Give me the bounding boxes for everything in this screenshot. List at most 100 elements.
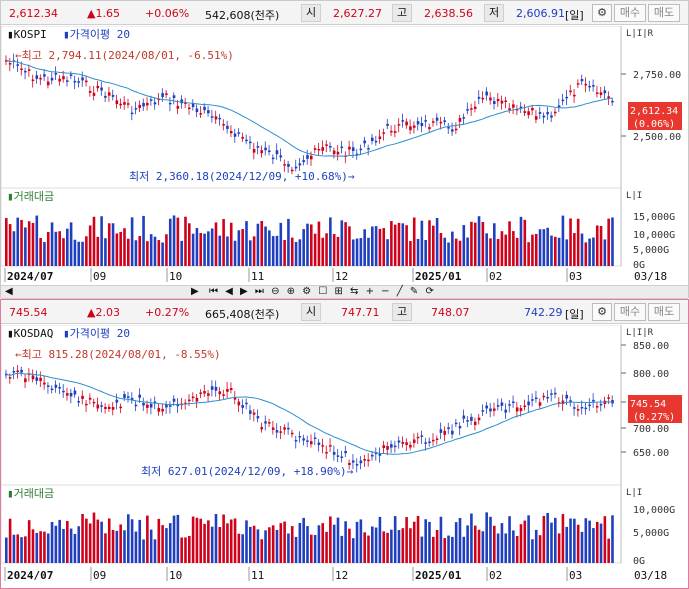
volume-bar xyxy=(306,223,309,266)
candle xyxy=(161,408,164,412)
candle xyxy=(351,147,355,152)
candle xyxy=(367,148,370,150)
volume-bar xyxy=(470,221,473,266)
volume-bar xyxy=(214,514,218,563)
volume-bar xyxy=(43,242,46,266)
candle xyxy=(534,116,538,120)
candle xyxy=(256,146,260,148)
volume-bar xyxy=(336,517,340,563)
kosdaq-change-pct: +0.27% xyxy=(145,306,190,319)
sell-button[interactable]: 매도 xyxy=(648,4,680,22)
volume-bar xyxy=(279,222,283,266)
volume-bar xyxy=(493,223,496,266)
chart-toolbar-icons[interactable]: ⏮ ◀ ▶ ⏭ ⊖ ⊕ ⚙ ☐ ⊞ ⇆ + − ╱ ✎ ⟳ xyxy=(209,286,436,297)
candle xyxy=(580,79,584,82)
volume-tick-label: 10,000G xyxy=(633,505,675,516)
candle xyxy=(275,430,279,433)
volume-bar xyxy=(107,223,111,266)
volume-bar xyxy=(85,236,88,266)
candle xyxy=(138,104,142,108)
volume-bar xyxy=(203,523,206,563)
candle xyxy=(199,113,203,115)
candle xyxy=(412,125,416,128)
candle xyxy=(432,121,435,123)
candle xyxy=(142,402,145,406)
kosdaq-high: 748.07 xyxy=(431,306,470,319)
price-tick-label: 2,500.00 xyxy=(633,132,681,143)
candle xyxy=(271,157,275,160)
volume-bar xyxy=(355,521,359,563)
volume-bar xyxy=(222,218,225,266)
gear-icon[interactable]: ⚙ xyxy=(592,4,612,22)
candle xyxy=(176,404,180,407)
volume-bar xyxy=(538,229,542,266)
candle xyxy=(466,109,469,111)
kospi-open: 2,627.27 xyxy=(333,7,382,20)
scroll-left-icon[interactable]: ◀ xyxy=(5,286,13,297)
sell-button[interactable]: 매도 xyxy=(648,303,680,321)
candle xyxy=(35,377,39,381)
volume-bar xyxy=(515,237,519,266)
candle xyxy=(313,437,317,439)
lir-button: L|I|R xyxy=(626,328,654,338)
candle xyxy=(531,399,534,401)
candle xyxy=(12,371,16,373)
candle xyxy=(569,90,572,93)
volume-bar xyxy=(157,518,161,563)
candle xyxy=(439,429,443,433)
candle xyxy=(73,390,77,395)
volume-bar xyxy=(428,220,431,266)
volume-bar xyxy=(466,237,469,266)
candle xyxy=(20,369,23,373)
candle xyxy=(149,403,153,408)
volume-bar xyxy=(313,534,317,563)
candle xyxy=(149,99,153,101)
volume-bar xyxy=(409,241,412,266)
volume-bar xyxy=(188,536,191,563)
candle xyxy=(46,81,50,86)
moving-average-line xyxy=(5,59,613,157)
candle xyxy=(443,430,447,435)
buy-button[interactable]: 매수 xyxy=(614,4,646,22)
candle xyxy=(39,77,42,80)
volume-bar xyxy=(569,218,572,266)
candle xyxy=(542,115,546,118)
volume-bar xyxy=(5,218,8,266)
candle xyxy=(321,445,325,447)
volume-bar xyxy=(363,229,366,266)
scroll-right-icon[interactable]: ▶ xyxy=(191,286,199,297)
volume-bar xyxy=(473,525,477,563)
candle xyxy=(390,444,393,448)
volume-bar xyxy=(466,525,469,563)
candle xyxy=(168,102,172,105)
candle xyxy=(130,397,134,401)
gear-icon[interactable]: ⚙ xyxy=(592,303,612,321)
candle xyxy=(100,87,103,91)
volume-bar xyxy=(500,231,504,266)
candle xyxy=(157,98,161,101)
volume-bar xyxy=(195,517,199,563)
volume-bar xyxy=(462,225,466,266)
kospi-chart-canvas[interactable]: ▮KOSPI ▮가격이평 20 L|I|R ▮거래대금 L|I 2,750.00 2,500… xyxy=(1,26,688,286)
volume-bar xyxy=(100,521,103,563)
candle xyxy=(226,125,229,129)
volume-bar xyxy=(344,521,347,563)
candle xyxy=(603,90,607,94)
volume-bar xyxy=(489,516,492,563)
buy-button[interactable]: 매수 xyxy=(614,303,646,321)
volume-bar xyxy=(298,239,302,266)
candle xyxy=(481,410,485,412)
candle xyxy=(210,116,214,118)
volume-bar xyxy=(287,218,290,266)
kospi-low-label: 저 xyxy=(484,4,505,22)
volume-bar xyxy=(195,228,199,266)
candle xyxy=(435,117,439,121)
volume-bar xyxy=(256,529,260,563)
volume-bar xyxy=(432,536,435,563)
volume-bar xyxy=(359,238,363,266)
date-label: 2024/07 xyxy=(7,270,53,283)
volume-bar xyxy=(374,226,378,266)
candle xyxy=(283,164,286,166)
volume-bar xyxy=(27,520,31,563)
kosdaq-chart-canvas[interactable]: ▮KOSDAQ ▮가격이평 20 L|I|R ▮거래대금 L|I 850.00 800.00… xyxy=(1,325,688,589)
